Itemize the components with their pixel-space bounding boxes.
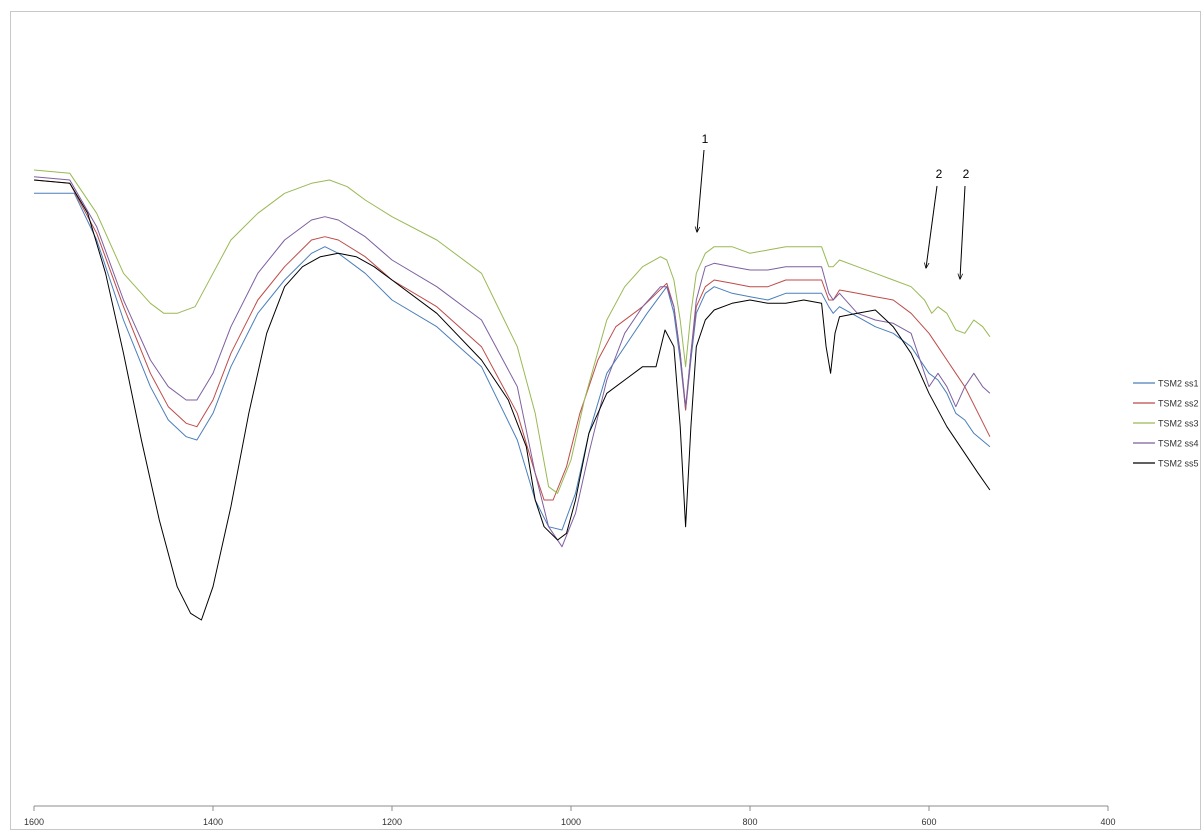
series-line-3 [33, 169, 991, 494]
annotation-label: 2 [963, 167, 970, 181]
series-line-2 [33, 179, 991, 501]
series-line-5 [33, 179, 991, 621]
plot-area [33, 169, 991, 621]
annotation-arrow [960, 185, 966, 279]
chart-border [10, 11, 1201, 830]
x-tick-label: 1000 [561, 817, 581, 827]
legend-label: TSM2 ss5 [1158, 459, 1199, 469]
annotation-arrow [697, 149, 705, 232]
legend-label: TSM2 ss4 [1158, 439, 1199, 449]
legend: TSM2 ss1 TSM2 ss2 TSM2 ss3 TSM2 ss4 TSM2 ss5 [1133, 379, 1199, 469]
x-axis: 1600 1400 1200 1000 800 600 400 [24, 805, 1116, 827]
annotations: 1 2 2 [697, 132, 970, 279]
annotation-label: 1 [702, 132, 709, 146]
series-line-4 [33, 176, 991, 548]
x-tick-label: 400 [1100, 817, 1115, 827]
x-tick-label: 1200 [382, 817, 402, 827]
x-tick-label: 1600 [24, 817, 44, 827]
x-tick-label: 1400 [203, 817, 223, 827]
annotation-label: 2 [936, 167, 943, 181]
annotation-arrow [926, 185, 938, 268]
x-tick-label: 600 [921, 817, 936, 827]
legend-label: TSM2 ss1 [1158, 379, 1199, 389]
legend-label: TSM2 ss3 [1158, 419, 1199, 429]
legend-label: TSM2 ss2 [1158, 399, 1199, 409]
x-tick-label: 800 [742, 817, 757, 827]
series-line-1 [34, 192, 991, 531]
